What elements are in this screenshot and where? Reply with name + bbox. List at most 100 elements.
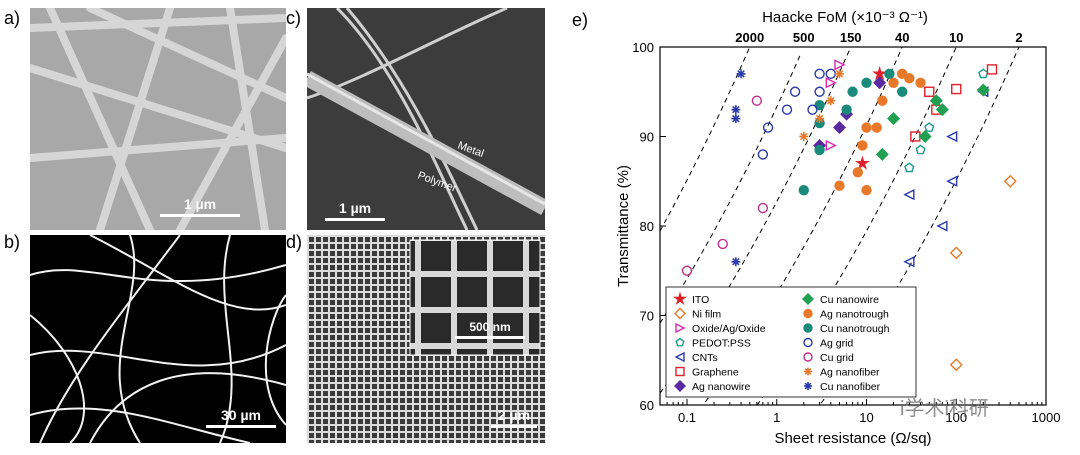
y-tick-label: 80: [640, 219, 654, 234]
data-point: [951, 83, 962, 95]
panel-b-image: 30 µm: [30, 235, 286, 443]
legend-label: Ag nanowire: [692, 381, 751, 393]
data-point: [935, 103, 949, 117]
asterisk-stroke: [732, 258, 740, 266]
data-point: [757, 149, 769, 160]
asterisk-stroke: [732, 114, 740, 123]
legend-label: ITO: [692, 294, 709, 306]
data-point: [675, 366, 685, 377]
panel-d-image: 500 nm 2 µm: [307, 235, 545, 443]
panel-a-image: 1 µm: [30, 8, 286, 230]
x-tick-label: 100: [945, 410, 967, 425]
asterisk-stroke: [800, 132, 808, 141]
legend-label: Ag nanofiber: [820, 367, 880, 379]
data-point: [888, 77, 899, 89]
data-point: [924, 86, 935, 97]
data-point: [903, 256, 915, 268]
y-axis-label: Transmittance (%): [615, 165, 632, 287]
panel-a-nanowires: [30, 8, 286, 230]
data-point: [803, 308, 813, 319]
panel-c-label: c): [286, 8, 301, 28]
data-point: [675, 322, 686, 334]
data-point: [857, 140, 868, 151]
data-point: [875, 147, 889, 161]
fom-label: 40: [895, 30, 909, 45]
data-point: [674, 307, 686, 320]
series-cu-nanotrough: [798, 68, 908, 196]
data-point: [834, 59, 846, 71]
panel-a-label: a): [4, 8, 21, 28]
data-point: [803, 323, 813, 333]
asterisk-stroke: [835, 70, 844, 78]
panel-b-scalebar: 30 µm: [206, 407, 276, 428]
panel-b-fibers: [30, 235, 286, 443]
data-point: [675, 337, 685, 347]
data-point: [825, 139, 837, 152]
asterisk-stroke: [815, 114, 824, 123]
data-point: [803, 337, 813, 348]
fom-label: 500: [793, 30, 815, 45]
series-cu-grid: [681, 95, 769, 276]
data-point: [757, 202, 769, 214]
data-point: [781, 104, 793, 115]
data-point: [978, 68, 989, 79]
asterisk-stroke: [804, 382, 812, 390]
asterisk-stroke: [804, 368, 812, 375]
data-point: [861, 122, 872, 133]
y-tick-label: 100: [632, 40, 654, 55]
fom-line: [660, 51, 802, 324]
legend-label: Ni film: [692, 309, 721, 321]
legend-label: Cu nanotrough: [820, 323, 890, 335]
data-point: [798, 184, 809, 196]
y-tick-label: 90: [640, 130, 654, 145]
data-point: [871, 122, 882, 133]
series-cu-nanowire: [875, 83, 990, 161]
x-tick-label: 0.1: [678, 410, 696, 425]
series-ag-grid: [757, 68, 836, 160]
data-point: [949, 246, 963, 260]
data-point: [762, 122, 774, 133]
series-oxide-ag-oxide: [825, 59, 846, 152]
panel-c-wires: Metal Polymer: [307, 8, 545, 230]
data-point: [789, 86, 801, 97]
data-point: [910, 131, 921, 142]
legend-label: CNTs: [692, 352, 718, 364]
data-point: [672, 291, 688, 305]
legend-label: Cu nanowire: [820, 294, 879, 306]
data-point: [873, 76, 887, 90]
data-point: [681, 265, 693, 276]
x-tick-label: 10: [859, 410, 873, 425]
data-point: [731, 257, 741, 267]
panel-a-scalebar: 1 µm: [160, 196, 240, 217]
panel-b-scale-text: 30 µm: [221, 407, 261, 423]
panel-c-scale-text: 1 µm: [338, 200, 372, 216]
fom-line: [660, 47, 751, 232]
panel-d-grid: [307, 235, 545, 443]
data-point: [861, 77, 872, 89]
data-point: [834, 180, 845, 191]
data-point: [887, 112, 901, 126]
fom-label: 2000: [735, 30, 764, 45]
data-point: [946, 130, 958, 143]
data-point: [834, 69, 844, 79]
data-point: [854, 155, 870, 170]
panel-e-label: e): [572, 10, 589, 30]
chart-legend: ITO Ni film Oxide/Ag/Oxide PEDOT:PSS CNTs Gra…: [665, 286, 917, 398]
data-point: [884, 68, 895, 80]
data-point: [877, 95, 888, 106]
data-point: [847, 86, 858, 97]
x-tick-label: 1000: [1032, 410, 1061, 425]
asterisk-stroke: [737, 70, 745, 78]
fom-label: 2: [1015, 30, 1022, 45]
legend-label: Graphene: [692, 367, 739, 379]
data-point: [825, 68, 836, 80]
series-ag-nanotrough: [834, 68, 926, 196]
data-point: [814, 144, 825, 156]
series-ag-nanofiber: [799, 69, 844, 141]
chart-title: Haacke FoM (×10⁻³ Ω⁻¹): [762, 9, 928, 26]
data-point: [825, 77, 837, 89]
data-point: [897, 86, 908, 97]
data-point: [802, 293, 814, 305]
data-point: [717, 238, 728, 250]
watermark: i学术i科研: [900, 398, 989, 420]
